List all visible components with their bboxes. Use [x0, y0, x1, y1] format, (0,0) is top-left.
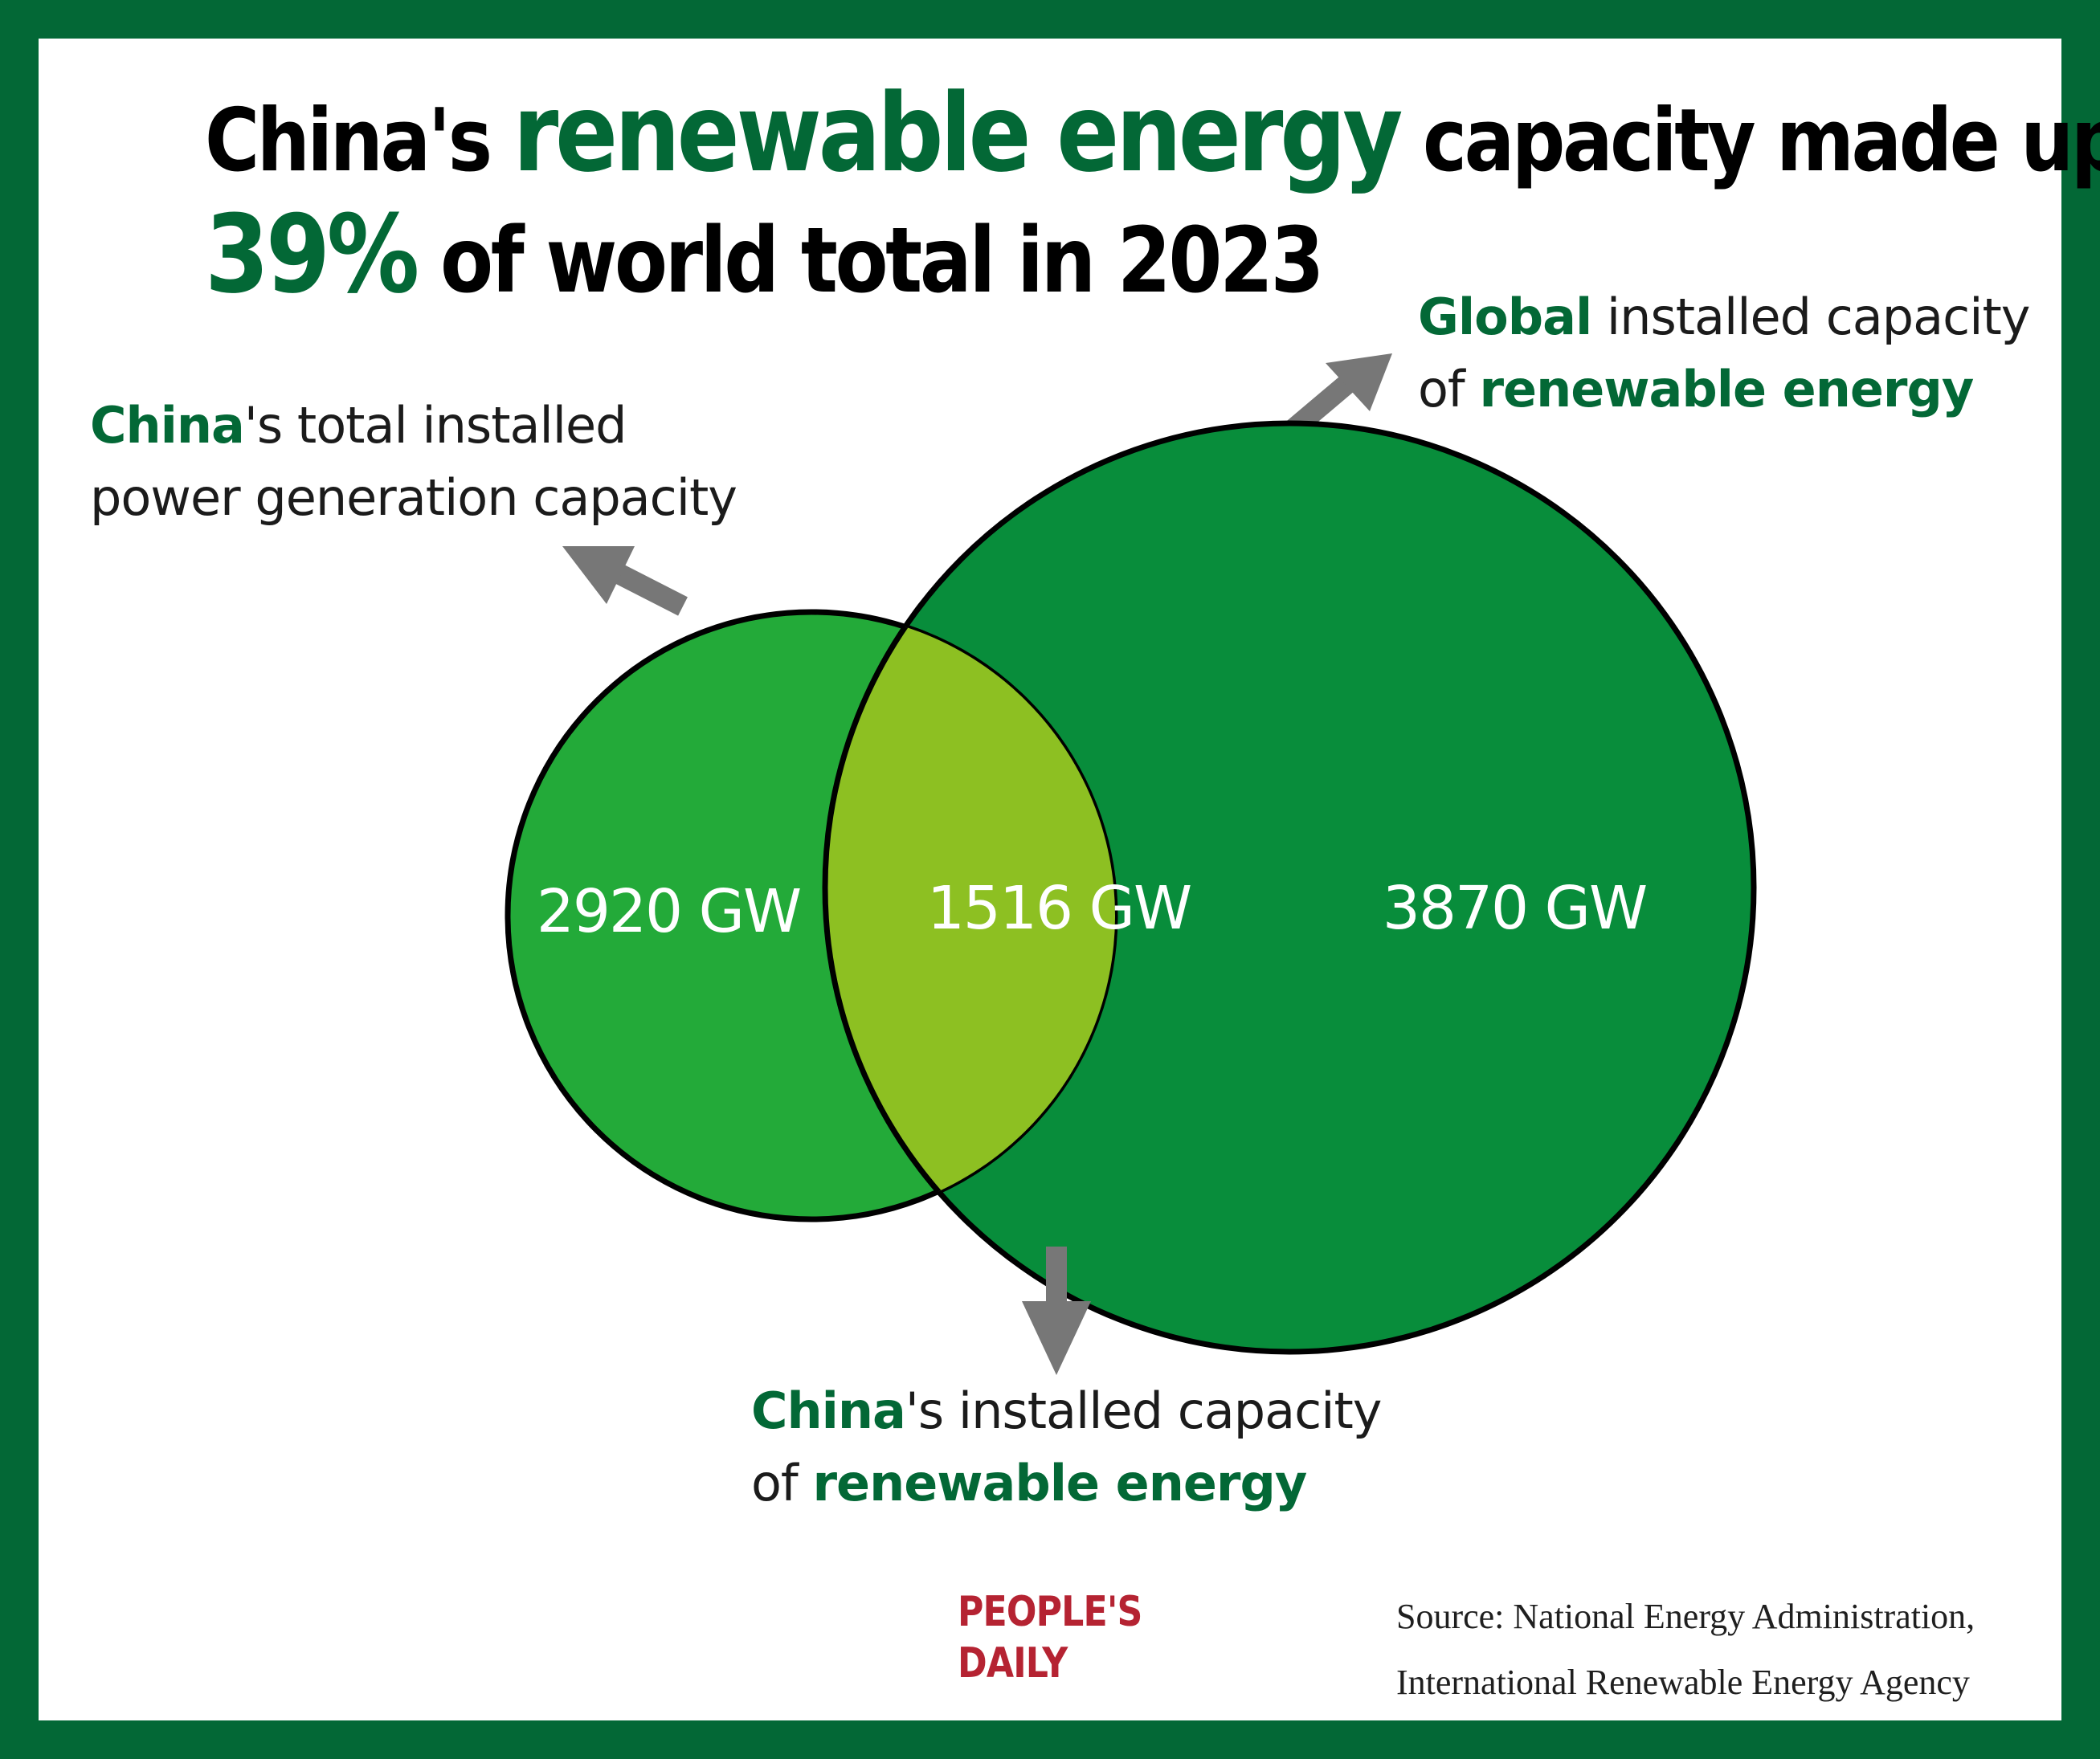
- value-china-only: 2920 GW: [537, 877, 800, 946]
- arrow-to-china-total: [562, 546, 688, 616]
- logo-line-2: DAILY: [958, 1639, 1068, 1688]
- value-overlap: 1516 GW: [927, 874, 1191, 943]
- label-highlight: China: [751, 1381, 906, 1440]
- label-highlight: renewable energy: [812, 1454, 1307, 1512]
- headline: China's renewable energy capacity made u…: [205, 72, 2100, 316]
- label-text: 's total installed: [243, 396, 627, 455]
- headline-text: of world total in 2023: [415, 208, 1325, 313]
- source-line-1: Source: National Energy Administration,: [1396, 1597, 1975, 1636]
- value-global-only: 3870 GW: [1383, 874, 1646, 943]
- arrow-to-china-renewable: [1022, 1247, 1091, 1375]
- label-text: power generation capacity: [90, 468, 737, 527]
- label-highlight: Global: [1418, 288, 1592, 346]
- label-text: 's installed capacity: [905, 1381, 1383, 1440]
- label-highlight: China: [90, 396, 245, 455]
- headline-text: China's: [205, 91, 513, 191]
- overlap-outline: [822, 612, 1115, 1219]
- label-highlight: renewable energy: [1479, 360, 1974, 418]
- headline-highlight-percent: 39%: [205, 191, 419, 317]
- label-text: installed capacity: [1591, 288, 2031, 346]
- label-china-renewable: China's installed capacity of renewable …: [751, 1375, 1383, 1520]
- label-global-renewable: Global installed capacity of renewable e…: [1418, 281, 2031, 426]
- source-note: Source: National Energy Administration, …: [1396, 1584, 1975, 1716]
- peoples-daily-logo: PEOPLE'S DAILY: [958, 1586, 1142, 1689]
- logo-line-1: PEOPLE'S: [958, 1588, 1142, 1636]
- headline-highlight-renewable: renewable energy: [513, 71, 1403, 196]
- label-text: of: [751, 1454, 813, 1512]
- source-line-2: International Renewable Energy Agency: [1396, 1663, 1970, 1702]
- headline-line-2: 39% of world total in 2023: [205, 191, 2100, 317]
- headline-text: capacity made up: [1399, 91, 2100, 191]
- label-text: of: [1418, 360, 1480, 418]
- label-china-total-capacity: China's total installed power generation…: [90, 390, 737, 534]
- headline-line-1: China's renewable energy capacity made u…: [205, 72, 2100, 195]
